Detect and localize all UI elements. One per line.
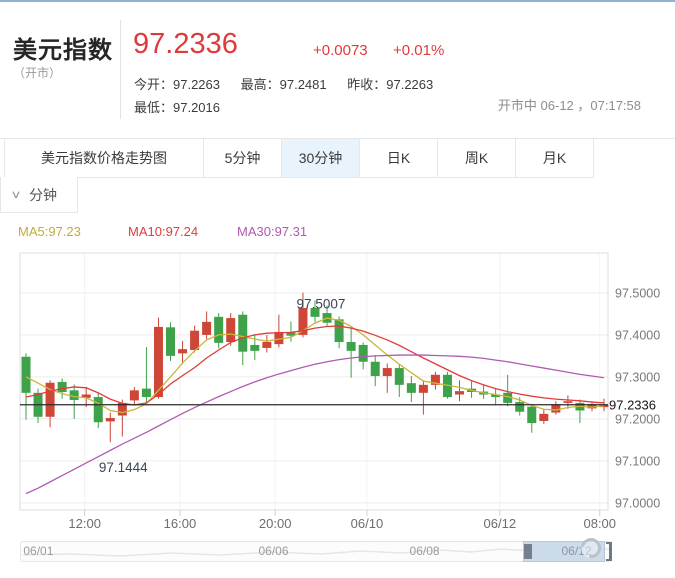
ma-label: MA30:97.31 [237,224,308,239]
tab-weekly[interactable]: 周K [438,139,516,178]
svg-text:97.4000: 97.4000 [615,328,660,342]
prev-close-value: 昨收：97.2263 [347,77,434,92]
svg-text:12:00: 12:00 [68,516,101,531]
navigator-date-label: 06/01 [23,544,54,558]
candlestick-chart-canvas[interactable]: 97.5000 97.4000 97.3000 97.2000 97.1000 97.00… [0,246,675,538]
svg-text:97.0000: 97.0000 [615,496,660,510]
svg-text:97.2336: 97.2336 [609,397,656,412]
stats-row-1: 今开：97.2263 最高：97.2481 昨收：97.2263 [134,74,433,93]
svg-text:97.2000: 97.2000 [615,412,660,426]
range-navigator[interactable]: 06/12 06/01 06/06 06/08 [20,541,612,562]
interval-dropdown-label: 分钟 [29,186,58,203]
instrument-title: 美元指数 [13,37,113,64]
tabbar-filler [594,139,675,178]
svg-text:97.3000: 97.3000 [615,370,660,384]
tab-monthly[interactable]: 月K [516,139,594,178]
high-value: 最高：97.2481 [240,77,327,92]
svg-text:97.1444: 97.1444 [99,460,148,475]
low-value: 最低：97.2016 [134,100,220,115]
svg-text:97.5000: 97.5000 [615,286,660,300]
svg-text:16:00: 16:00 [164,516,197,531]
navigator-right-handle[interactable] [605,542,612,561]
tab-daily[interactable]: 日K [360,139,438,178]
price-change: +0.0073 [313,42,368,59]
svg-text:97.1000: 97.1000 [615,454,660,468]
candlestick-chart[interactable]: 97.5000 97.4000 97.3000 97.2000 97.1000 97.00… [0,246,675,538]
open-value: 今开：97.2263 [134,77,220,92]
navigator-date-label: 06/06 [258,544,289,558]
price-change-percent: +0.01% [393,42,445,59]
svg-text:20:00: 20:00 [259,516,292,531]
top-accent-line [0,0,675,2]
last-price: 97.2336 [133,28,238,60]
navigator-thumb-label: 06/12 [561,544,592,558]
navigator-left-handle[interactable] [523,544,532,559]
interval-dropdown[interactable]: ∨ 分钟 [0,177,78,213]
header-divider [120,20,121,119]
svg-text:06/10: 06/10 [351,516,384,531]
chart-title: 美元指数价格走势图 [4,139,204,178]
session-info: 开市中 06-12 ，07:17:58 [497,98,641,113]
tab-30min[interactable]: 30分钟 [282,139,360,178]
chart-tabbar: 美元指数价格走势图 5分钟 30分钟 日K 周K 月K [0,138,675,178]
navigator-date-label: 06/08 [409,544,440,558]
chevron-down-icon: ∨ [10,189,22,201]
svg-text:97.5007: 97.5007 [297,297,346,312]
svg-text:08:00: 08:00 [583,516,616,531]
ma-label: MA10:97.24 [128,224,199,239]
market-status: （开市） [13,66,62,80]
tab-5min[interactable]: 5分钟 [204,139,282,178]
ma-label: MA5:97.23 [18,224,81,239]
svg-text:06/12: 06/12 [484,516,517,531]
navigator-thumb[interactable]: 06/12 [522,541,612,562]
